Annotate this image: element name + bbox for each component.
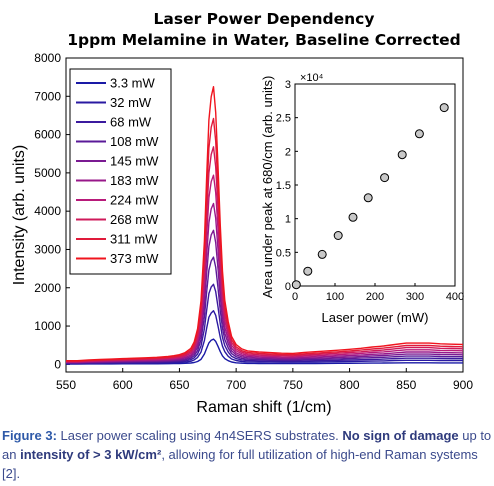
inset-x-tick-label: 400 [446, 291, 464, 303]
inset-data-point [333, 231, 343, 240]
main-y-tick-label: 3000 [34, 242, 61, 256]
inset-y-tick-label: 2 [285, 146, 291, 158]
inset-y-tick-label: 3 [285, 79, 291, 91]
main-x-tick-label: 700 [226, 378, 246, 392]
inset-x-ticks: 0 100 200 300 400 [292, 283, 464, 303]
caption-figure-label: Figure 3: [2, 428, 57, 443]
caption-emphasis-1: No sign of damage [342, 428, 459, 443]
main-x-ticks: 550 600 650 700 750 800 850 900 [56, 368, 473, 392]
main-x-tick-label: 550 [56, 378, 76, 392]
caption-text-2: up to an [2, 428, 492, 462]
legend-label: 373 mW [110, 251, 159, 266]
main-y-tick-label: 6000 [34, 128, 61, 142]
inset-y-axis-label: Area under peak at 680/cm (arb. units) [260, 76, 275, 299]
inset-data-point [363, 193, 373, 203]
main-y-ticks: 0 1000 2000 3000 4000 5000 6000 7000 8000 [34, 51, 70, 371]
chart-subtitle: 1ppm Melamine in Water, Baseline Correct… [67, 31, 461, 49]
inset-y-tick-label: 0 [285, 281, 291, 293]
inset-y-ticks: 0 0.5 1 1.5 2 2.5 3 [276, 79, 298, 293]
x-axis-label: Raman shift (1/cm) [196, 399, 331, 416]
caption-text-3: , allowing for full utilization of high-… [2, 447, 478, 481]
series-line [66, 202, 464, 363]
inset-y-exponent: ×10⁴ [300, 72, 324, 84]
inset-data-point [414, 129, 424, 139]
series-line [66, 85, 464, 362]
legend: 3.3 mW 32 mW 68 mW 108 mW 145 mW 183 mW 224 mW… [69, 68, 172, 275]
legend-label: 268 mW [110, 212, 159, 227]
main-y-tick-label: 5000 [34, 166, 61, 180]
legend-label: 108 mW [110, 134, 159, 149]
main-x-tick-label: 650 [169, 378, 189, 392]
legend-label: 311 mW [110, 232, 158, 247]
inset-data-point [348, 212, 358, 222]
main-x-tick-label: 900 [453, 378, 473, 392]
legend-label: 224 mW [110, 193, 159, 208]
main-y-tick-label: 4000 [34, 204, 61, 218]
legend-label: 32 mW [110, 95, 152, 110]
inset-data-point [303, 266, 313, 276]
inset-x-tick-label: 0 [292, 291, 298, 303]
inset-data-point [317, 249, 327, 259]
inset-data-point [397, 150, 407, 160]
inset-data-point [439, 103, 449, 113]
caption-text-1: Laser power scaling using 4n4SERS substr… [56, 428, 343, 443]
legend-label: 183 mW [110, 173, 159, 188]
inset-y-tick-label: 2.5 [276, 113, 291, 125]
inset-y-tick-label: 1.5 [276, 180, 291, 192]
inset-background [256, 66, 461, 308]
inset-data-point [380, 173, 390, 183]
main-y-tick-label: 8000 [34, 51, 61, 65]
series-line [66, 117, 464, 362]
main-y-tick-label: 1000 [34, 319, 61, 333]
legend-label: 145 mW [110, 154, 159, 169]
y-axis-label: Intensity (arb. units) [11, 145, 28, 286]
chart-title: Laser Power Dependency [154, 10, 375, 28]
main-x-tick-label: 850 [396, 378, 416, 392]
legend-label: 3.3 mW [110, 76, 156, 91]
inset-y-tick-label: 1 [285, 214, 291, 226]
inset-x-tick-label: 200 [366, 291, 384, 303]
legend-label: 68 mW [110, 115, 152, 130]
inset-data-point [291, 280, 301, 290]
inset-x-tick-label: 300 [406, 291, 424, 303]
main-x-tick-label: 800 [340, 378, 360, 392]
inset-plot: 0 100 200 300 400 0 0.5 1 1.5 2 2.5 3 ×10⁴ Laser p… [256, 66, 464, 325]
inset-data-points [291, 103, 449, 290]
main-y-tick-label: 2000 [34, 281, 61, 295]
main-x-tick-label: 600 [113, 378, 133, 392]
caption-emphasis-2: intensity of > 3 kW/cm² [20, 447, 162, 462]
series-line [66, 256, 464, 364]
inset-x-axis-label: Laser power (mW) [322, 310, 429, 325]
main-y-tick-label: 7000 [34, 89, 61, 103]
series-line [66, 338, 463, 365]
series-line [66, 174, 464, 363]
main-y-tick-label: 0 [54, 357, 61, 371]
series-line [66, 146, 464, 363]
series-line [66, 229, 464, 364]
inset-y-tick-label: 0.5 [276, 247, 291, 259]
inset-x-tick-label: 100 [326, 291, 344, 303]
main-series-lines [66, 85, 464, 365]
main-x-tick-label: 750 [283, 378, 303, 392]
chart-figure: Laser Power Dependency 1ppm Melamine in … [11, 10, 473, 416]
figure-caption: Figure 3: Laser power scaling using 4n4S… [2, 426, 492, 483]
